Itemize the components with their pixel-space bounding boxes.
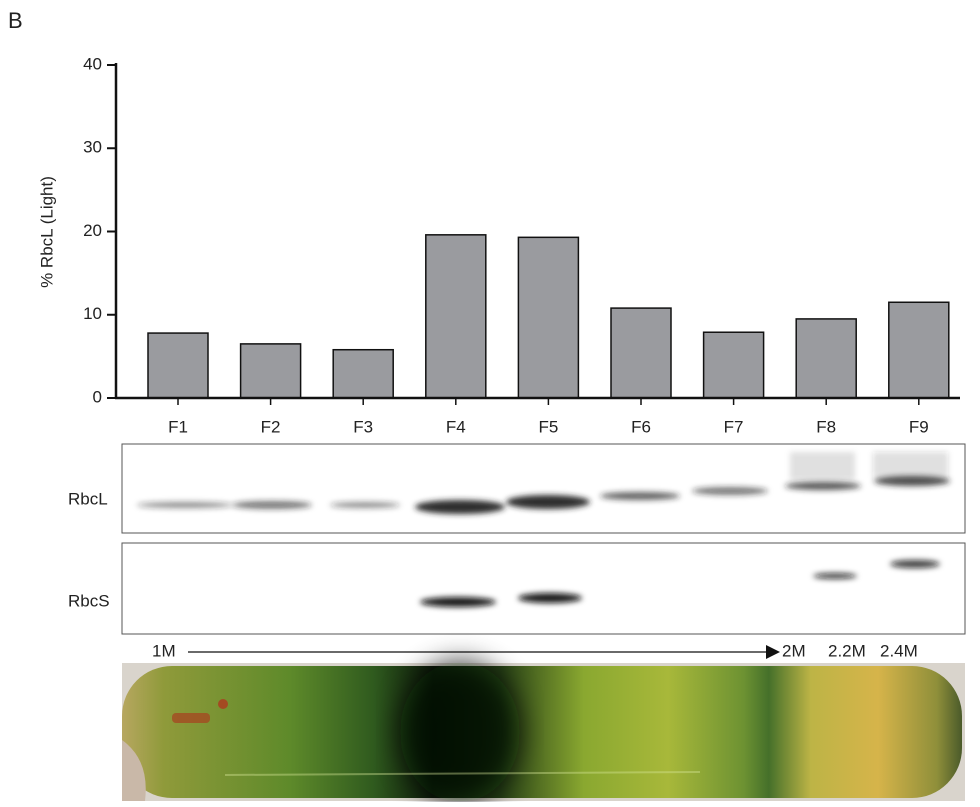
bar <box>795 318 857 399</box>
bar <box>239 343 302 399</box>
y-tick-label: 0 <box>93 387 102 406</box>
x-tick-label: F3 <box>353 417 373 436</box>
gradient-end: 2M <box>782 641 806 660</box>
bar <box>888 301 950 399</box>
x-tick-label: F6 <box>631 417 651 436</box>
gradient-label: 2.2M <box>828 641 866 660</box>
bar <box>702 331 765 399</box>
bar <box>610 307 672 399</box>
x-tick-label: F9 <box>909 417 929 436</box>
panel-label: B <box>8 8 23 33</box>
gradient-label: 2.4M <box>880 641 918 660</box>
blot-frame <box>121 542 966 635</box>
x-tick-label: F5 <box>538 417 558 436</box>
blot-bands <box>420 560 940 607</box>
x-tick-label: F1 <box>168 417 188 436</box>
tube-photo <box>122 662 965 802</box>
gradient-start: 1M <box>152 641 176 660</box>
bar <box>425 234 487 399</box>
bar-chart: 0 10 20 30 40 F1 F2 F3 F4 F5 F6 F7 F8 F9 <box>83 54 950 436</box>
y-tick-label: 40 <box>83 54 102 73</box>
x-tick-label: F8 <box>816 417 836 436</box>
y-tick-label: 20 <box>83 221 102 240</box>
arrow-head <box>766 645 780 659</box>
y-tick-label: 10 <box>83 304 102 323</box>
bar <box>147 332 209 399</box>
bar <box>332 348 394 399</box>
x-tick-label: F4 <box>446 417 466 436</box>
bar <box>517 236 580 399</box>
x-tick-label: F7 <box>724 417 744 436</box>
blot-label: RbcS <box>68 591 110 610</box>
x-tick-label: F2 <box>261 417 281 436</box>
y-tick-label: 30 <box>83 138 102 157</box>
blot-label: RbcL <box>68 489 108 508</box>
y-axis-label: % RbcL (Light) <box>37 176 56 288</box>
blot-bands <box>137 452 950 514</box>
